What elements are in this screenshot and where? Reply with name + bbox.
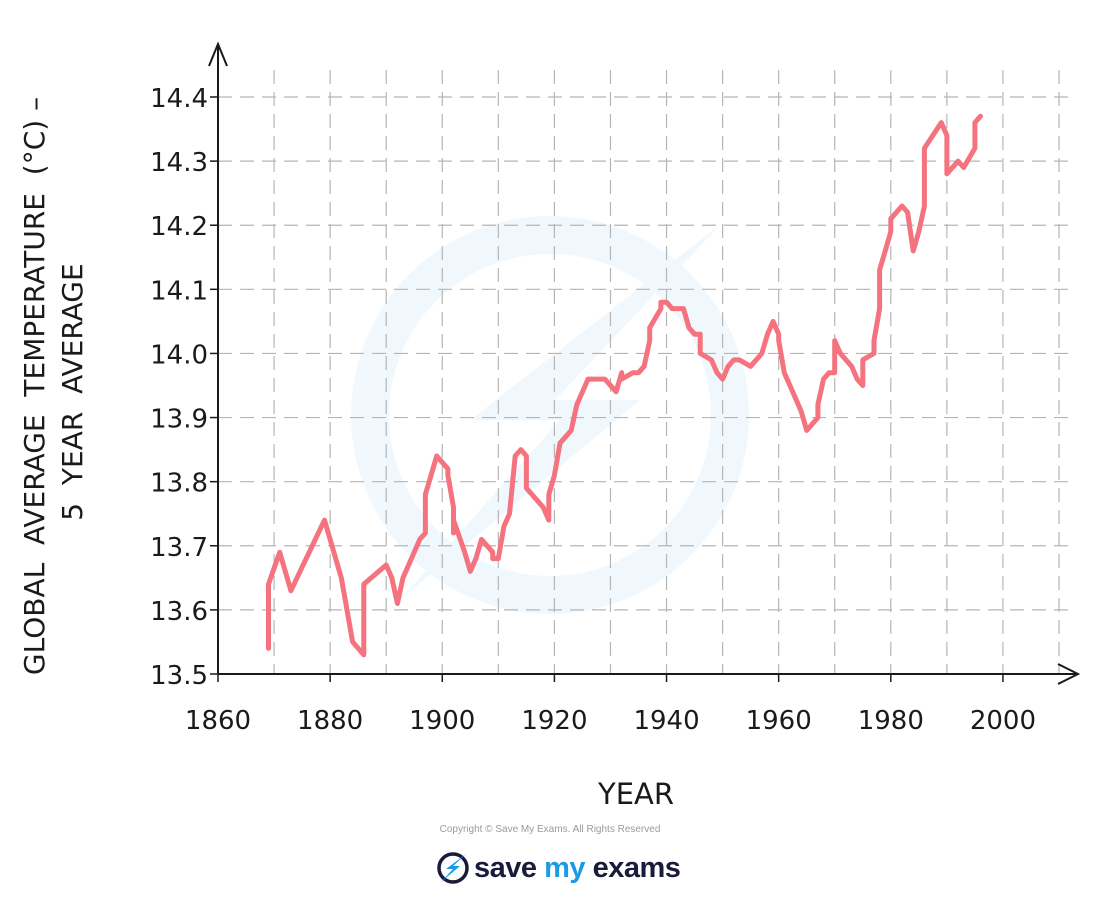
tick-labels: 13.5 13.6 13.7 13.8 13.9 14.0 14.1 14.2 14.3 14.4… — [150, 84, 1036, 736]
y-tick-label: 13.6 — [150, 597, 208, 627]
temperature-series-line — [266, 113, 983, 658]
copyright-text: Copyright © Save My Exams. All Rights Re… — [439, 824, 661, 835]
logo-save-text: save — [474, 851, 537, 884]
lightning-bolt-icon — [437, 852, 469, 884]
logo-my-text: my — [544, 851, 585, 884]
y-tick-label: 13.5 — [150, 661, 208, 691]
x-axis-arrow — [1057, 663, 1081, 685]
x-tick-label: 1920 — [521, 706, 587, 736]
y-tick-label: 14.1 — [150, 276, 208, 306]
y-axis-label-line1: GLOBAL AVERAGE TEMPERATURE (°C) – — [18, 97, 51, 675]
line-chart: 13.5 13.6 13.7 13.8 13.9 14.0 14.1 14.2 14.3 14.4… — [18, 41, 1081, 811]
x-tick-label: 1940 — [633, 706, 699, 736]
x-tick-label: 1860 — [185, 706, 251, 736]
axes — [208, 41, 1081, 685]
x-tick-label: 1900 — [409, 706, 475, 736]
logo-exams-text: exams — [592, 851, 681, 884]
y-tick-label: 14.4 — [150, 84, 208, 114]
y-tick-label: 13.9 — [150, 405, 208, 435]
watermark-logo — [351, 216, 749, 614]
brand-logo: save my exams — [436, 848, 681, 888]
x-tick-label: 1980 — [858, 706, 924, 736]
y-tick-label: 14.0 — [150, 340, 208, 370]
x-axis-label: YEAR — [597, 777, 674, 811]
y-tick-label: 13.7 — [150, 533, 208, 563]
y-tick-label: 14.2 — [150, 212, 208, 242]
y-axis-label-line2: 5 YEAR AVERAGE — [56, 263, 89, 520]
series — [266, 113, 983, 658]
x-tick-label: 2000 — [970, 706, 1036, 736]
y-tick-label: 13.8 — [150, 469, 208, 499]
x-tick-label: 1960 — [746, 706, 812, 736]
y-tick-label: 14.3 — [150, 148, 208, 178]
brand-wordmark: save my exams — [474, 851, 681, 884]
grid — [218, 70, 1068, 674]
y-axis-arrow — [208, 41, 228, 67]
x-tick-label: 1880 — [297, 706, 363, 736]
